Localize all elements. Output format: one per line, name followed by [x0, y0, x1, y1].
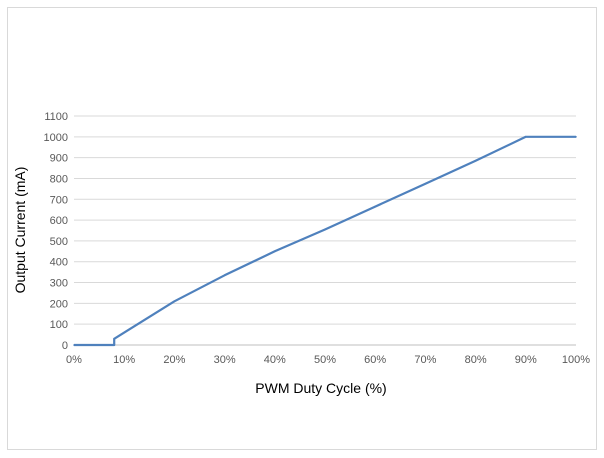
y-tick-label: 400 — [50, 257, 68, 269]
x-tick-label: 100% — [562, 354, 590, 366]
data-point — [575, 136, 577, 138]
y-axis-ticks: 0 100 200 300 400 500 600 700 800 900 1000 1100 — [44, 111, 68, 352]
data-point — [424, 182, 427, 185]
y-tick-label: 100 — [50, 319, 68, 331]
data-point — [274, 250, 276, 253]
x-axis-title: PWM Duty Cycle (%) — [255, 380, 386, 396]
y-tick-label: 900 — [50, 153, 68, 165]
y-tick-label: 1100 — [44, 111, 68, 123]
y-tick-label: 300 — [50, 278, 68, 290]
data-point — [374, 205, 377, 208]
x-tick-label: 30% — [214, 354, 236, 366]
y-tick-label: 0 — [62, 340, 68, 352]
data-point — [113, 337, 115, 340]
x-tick-label: 10% — [113, 354, 135, 366]
data-point — [324, 228, 326, 231]
data-point — [173, 300, 176, 303]
x-tick-label: 50% — [314, 354, 336, 366]
y-tick-label: 600 — [50, 215, 68, 227]
y-tick-label: 800 — [50, 173, 68, 185]
data-point — [73, 344, 75, 346]
grid-lines — [74, 115, 576, 346]
y-tick-label: 700 — [50, 194, 68, 206]
x-axis-ticks: 0% 10% 20% 30% 40% 50% 60% 70% 80% 90% 100% — [66, 354, 590, 366]
y-tick-label: 200 — [50, 298, 68, 310]
x-tick-label: 70% — [414, 354, 436, 366]
data-point — [474, 159, 477, 162]
chart-frame — [7, 7, 597, 450]
x-tick-label: 90% — [515, 354, 537, 366]
series-layer — [73, 135, 577, 347]
x-tick-label: 0% — [66, 354, 82, 366]
x-tick-label: 60% — [364, 354, 386, 366]
data-point — [113, 344, 115, 346]
x-tick-label: 40% — [264, 354, 286, 366]
y-tick-label: 1000 — [44, 132, 68, 144]
y-axis-title: Output Current (mA) — [12, 167, 28, 294]
data-point — [223, 274, 226, 277]
x-tick-label: 80% — [465, 354, 487, 366]
series-line — [74, 135, 576, 347]
data-point — [525, 136, 527, 138]
x-tick-label: 20% — [163, 354, 185, 366]
y-tick-label: 500 — [50, 236, 68, 248]
